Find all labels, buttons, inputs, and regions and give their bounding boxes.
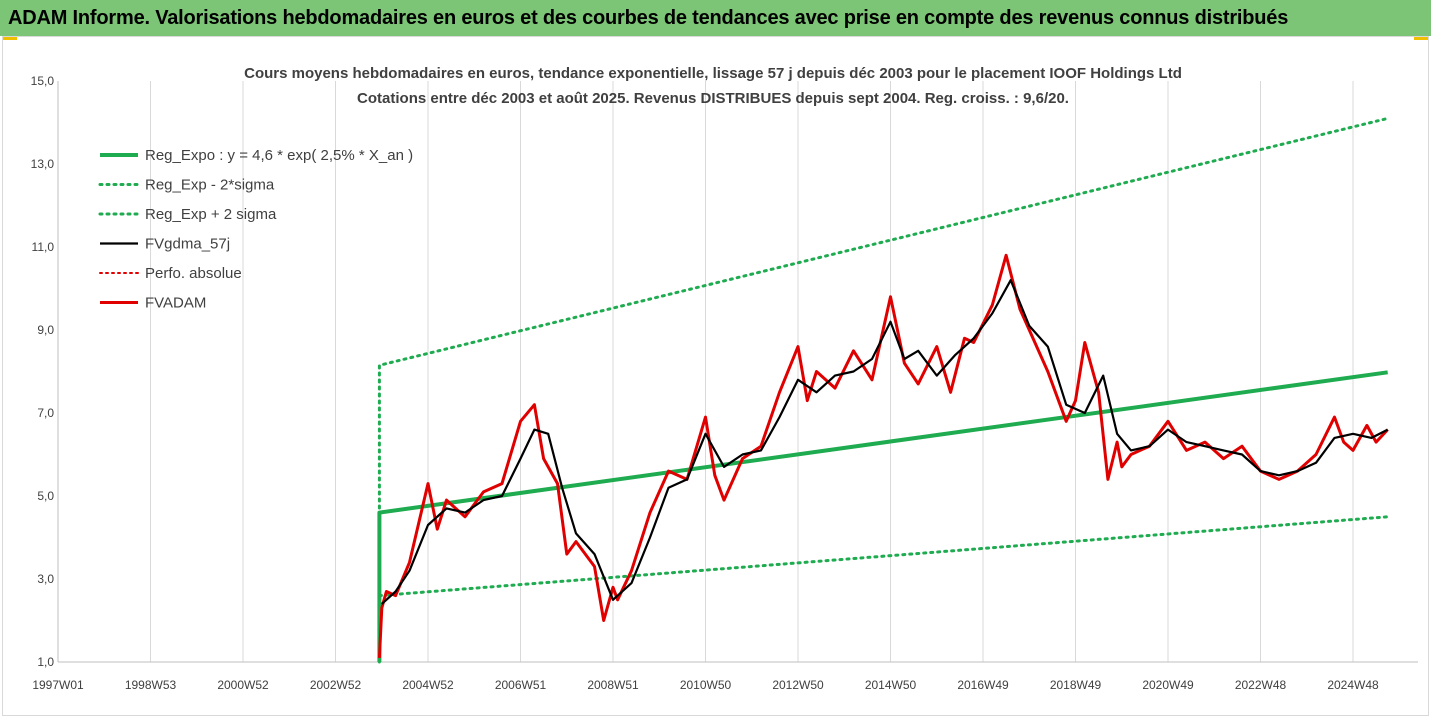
frame-corner-marker — [3, 37, 17, 40]
y-tick-label: 15,0 — [31, 74, 55, 88]
x-tick-label: 2022W48 — [1235, 678, 1287, 692]
x-tick-label: 1998W53 — [125, 678, 177, 692]
report-title: ADAM Informe. Valorisations hebdomadaire… — [8, 6, 1289, 29]
x-tick-label: 2008W51 — [587, 678, 639, 692]
vertical-gridlines — [150, 81, 1354, 662]
x-tick-label: 2006W51 — [495, 678, 547, 692]
y-tick-label: 13,0 — [31, 157, 55, 171]
legend-label: FVgdma_57j — [145, 236, 230, 253]
y-tick-label: 5,0 — [37, 489, 54, 503]
legend-label: Reg_Expo : y = 4,6 * exp( 2,5% * X_an ) — [145, 147, 413, 164]
x-tick-label: 2004W52 — [402, 678, 454, 692]
tick-labels: 1997W01 1998W53 2000W52 2002W52 2004W52 2006W… — [31, 74, 1379, 692]
x-tick-label: 2012W50 — [772, 678, 824, 692]
y-tick-label: 7,0 — [37, 406, 54, 420]
series-line-5 — [377, 253, 1389, 658]
series-line-0 — [377, 370, 1388, 662]
x-tick-label: 2000W52 — [217, 678, 269, 692]
y-tick-label: 9,0 — [37, 323, 54, 337]
y-tick-label: 11,0 — [32, 240, 55, 254]
chart-legend: Reg_Expo : y = 4,6 * exp( 2,5% * X_an ) R… — [98, 147, 413, 312]
x-tick-label: 2010W50 — [680, 678, 732, 692]
x-tick-label: 2016W49 — [957, 678, 1009, 692]
legend-label: Reg_Exp - 2*sigma — [145, 177, 275, 194]
frame-corner-marker — [1414, 37, 1428, 40]
x-tick-label: 2014W50 — [865, 678, 917, 692]
legend-label: Perfo. absolue — [145, 265, 242, 282]
series-line-3 — [381, 279, 1389, 605]
chart-subtitle: Cotations entre déc 2003 et août 2025. R… — [357, 90, 1069, 107]
legend-label: Reg_Exp + 2 sigma — [145, 206, 277, 223]
x-tick-label: 2024W48 — [1327, 678, 1379, 692]
series-line-1 — [377, 515, 1390, 598]
report-banner: ADAM Informe. Valorisations hebdomadaire… — [0, 0, 1431, 36]
y-tick-label: 1,0 — [37, 655, 54, 669]
x-tick-label: 2020W49 — [1142, 678, 1194, 692]
chart-axes — [57, 81, 1418, 663]
x-tick-label: 2002W52 — [310, 678, 362, 692]
chart-title: Cours moyens hebdomadaires en euros, ten… — [244, 65, 1182, 82]
y-tick-label: 3,0 — [37, 572, 54, 586]
plot-area — [377, 116, 1390, 664]
x-tick-label: 2018W49 — [1050, 678, 1102, 692]
series-line-2 — [377, 116, 1390, 664]
chart-frame — [2, 36, 1429, 716]
x-tick-label: 1997W01 — [32, 678, 84, 692]
legend-label: FVADAM — [145, 295, 206, 312]
